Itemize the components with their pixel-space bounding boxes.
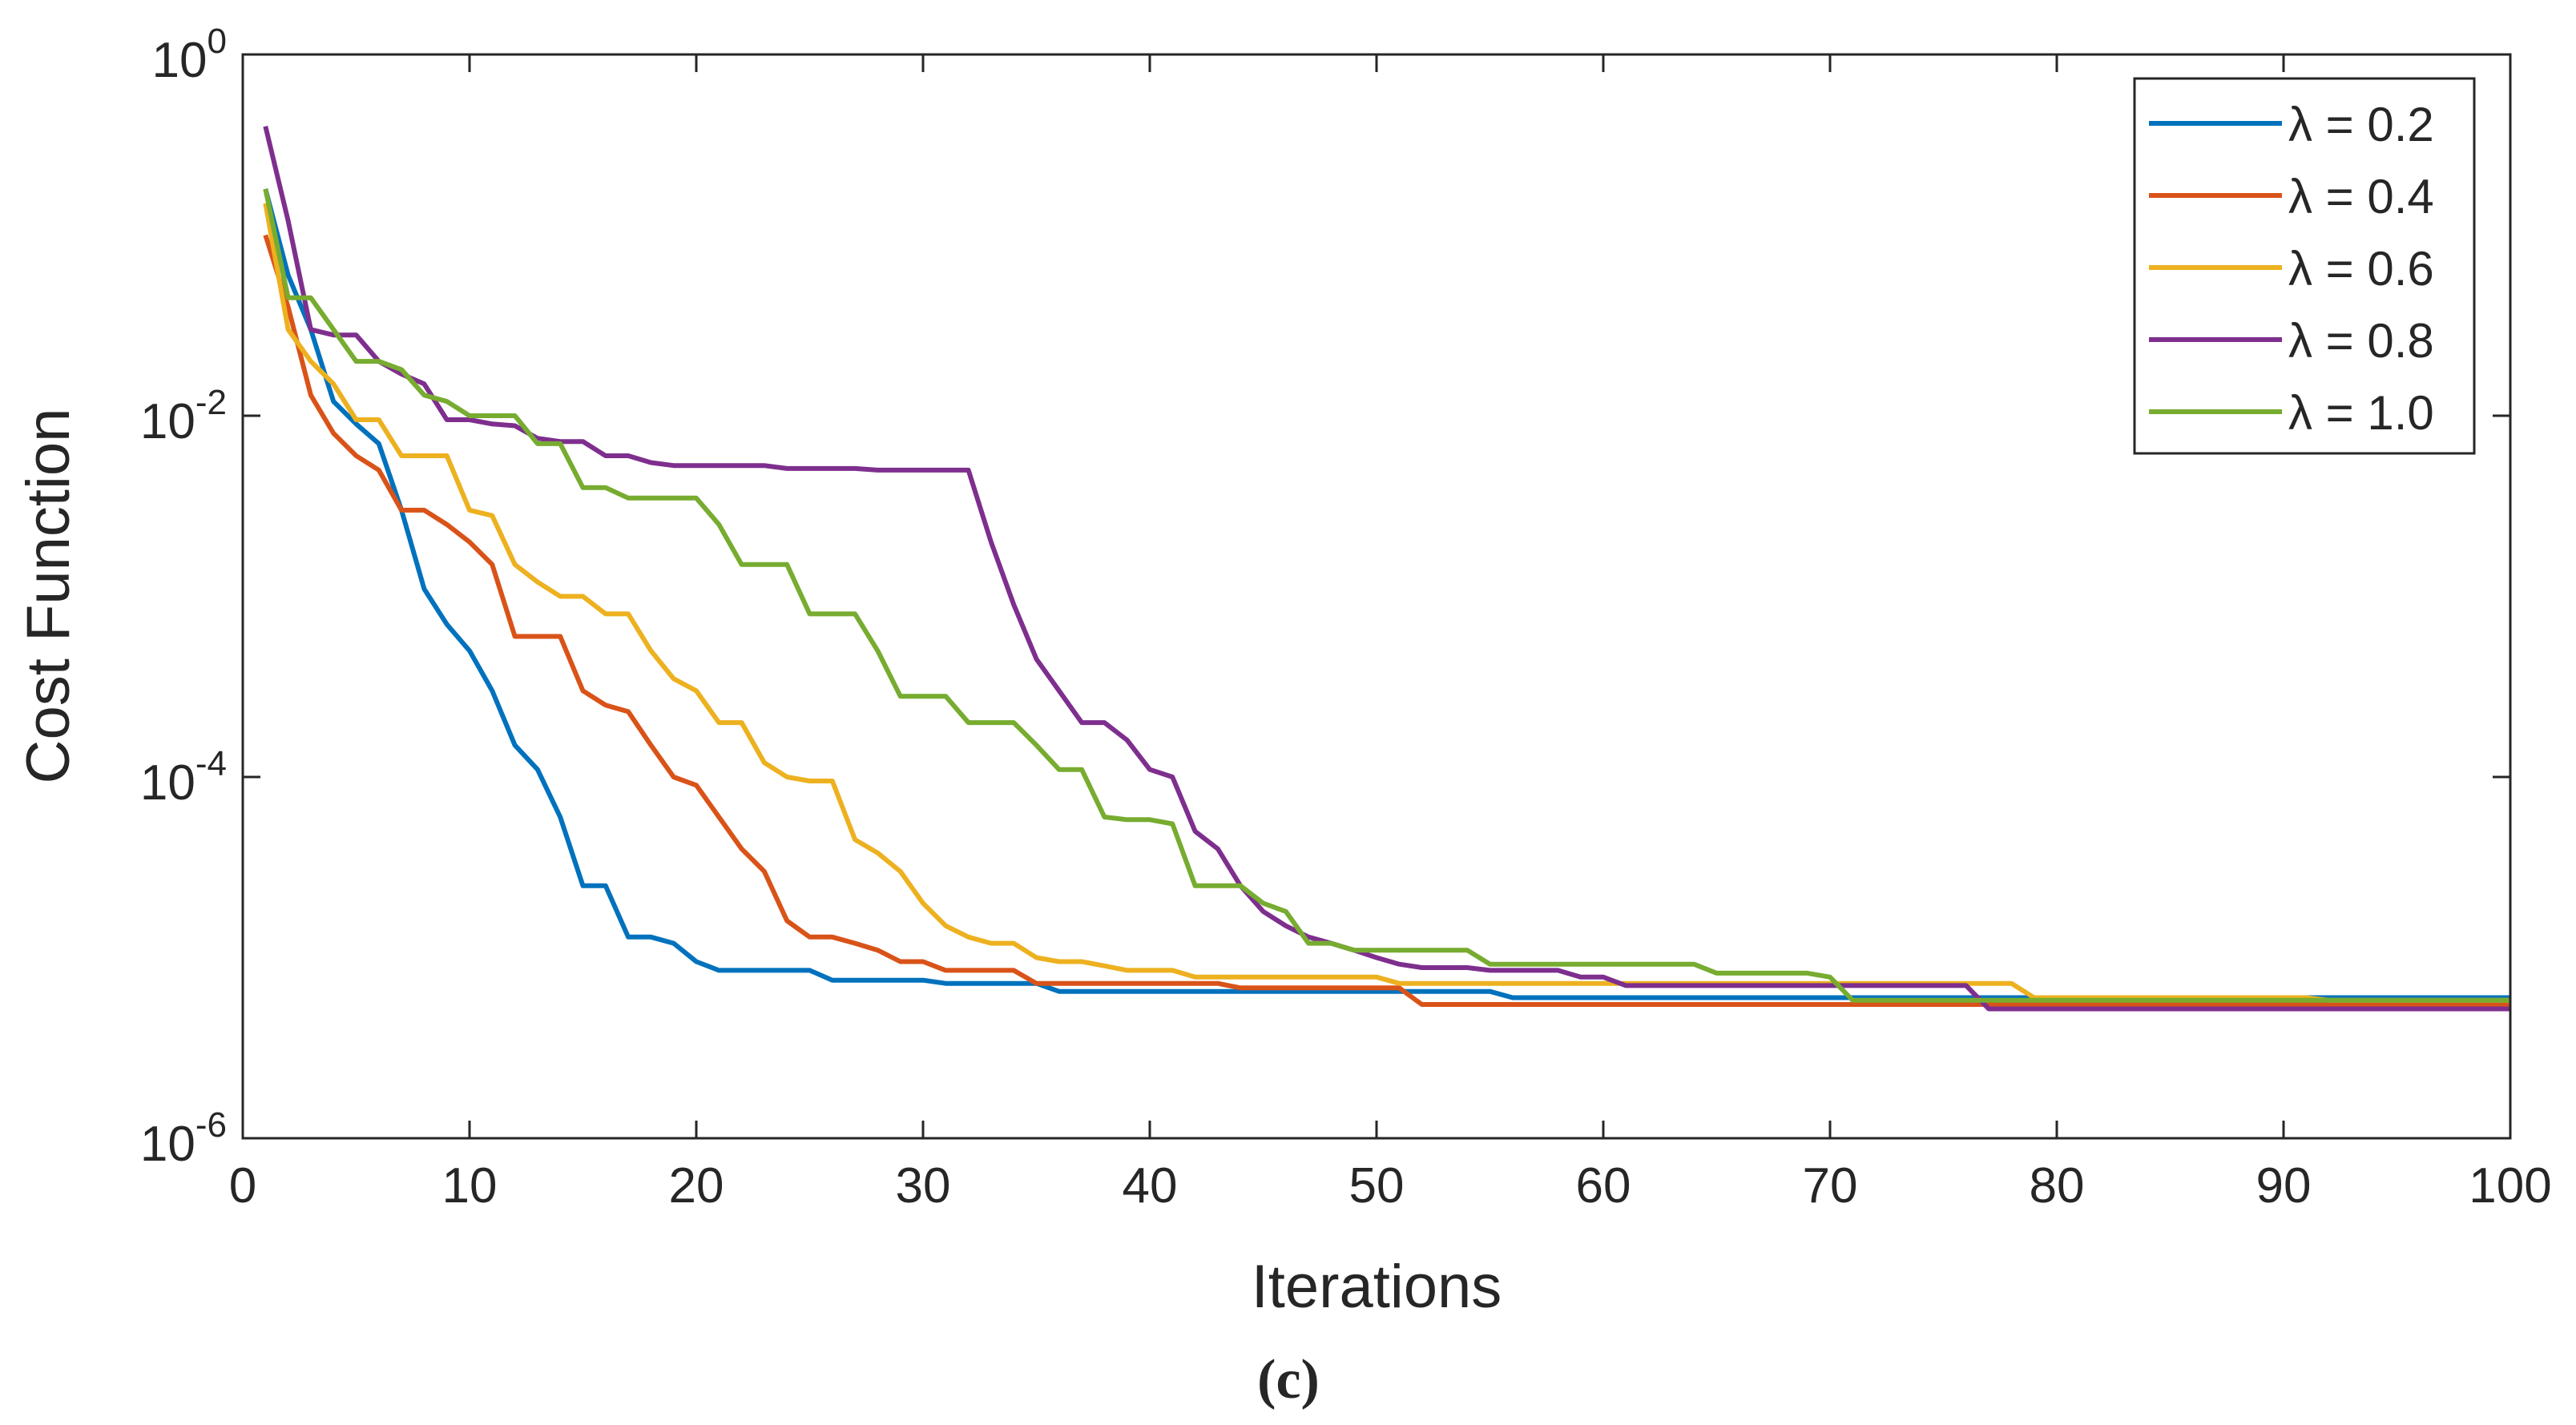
y-tick-exponent: -4	[196, 744, 227, 783]
y-tick-base: 10	[140, 755, 196, 811]
x-tick-label: 80	[2030, 1158, 2085, 1214]
x-tick-label: 50	[1349, 1158, 1405, 1214]
x-tick-label: 90	[2256, 1158, 2312, 1214]
x-tick-label: 100	[2469, 1158, 2551, 1214]
y-tick-exponent: 0	[208, 22, 227, 61]
legend-label: λ = 0.4	[2288, 170, 2434, 223]
x-tick-label: 40	[1123, 1158, 1178, 1214]
x-tick-label: 60	[1576, 1158, 1631, 1214]
x-axis-label: Iterations	[1252, 1253, 1502, 1321]
series-line	[263, 188, 2510, 1003]
legend-label: λ = 1.0	[2288, 386, 2434, 440]
x-tick-label: 70	[1803, 1158, 1858, 1214]
series-line	[263, 203, 2510, 1003]
legend-label: λ = 0.6	[2288, 242, 2434, 296]
series-line	[263, 234, 2510, 1007]
series-line	[263, 125, 2510, 1012]
y-tick-label: 10-2	[140, 383, 227, 449]
plot-frame	[241, 53, 2512, 1140]
x-tick-label: 0	[229, 1158, 256, 1214]
y-tick-label: 10-4	[140, 744, 227, 811]
x-tick-label: 20	[669, 1158, 724, 1214]
legend-label: λ = 0.2	[2288, 98, 2434, 151]
caption: (c)	[1257, 1349, 1320, 1411]
x-tick-label: 30	[896, 1158, 951, 1214]
y-tick-label: 10-6	[140, 1105, 227, 1172]
y-axis-label: Cost Function	[14, 409, 83, 784]
y-tick-base: 10	[152, 33, 208, 88]
x-tick-label: 10	[442, 1158, 498, 1214]
y-tick-exponent: -6	[196, 1105, 227, 1145]
legend-label: λ = 0.8	[2288, 314, 2434, 368]
y-tick-base: 10	[140, 1117, 196, 1172]
y-tick-label: 100	[152, 22, 227, 88]
y-tick-base: 10	[140, 394, 196, 449]
y-tick-exponent: -2	[196, 383, 227, 422]
